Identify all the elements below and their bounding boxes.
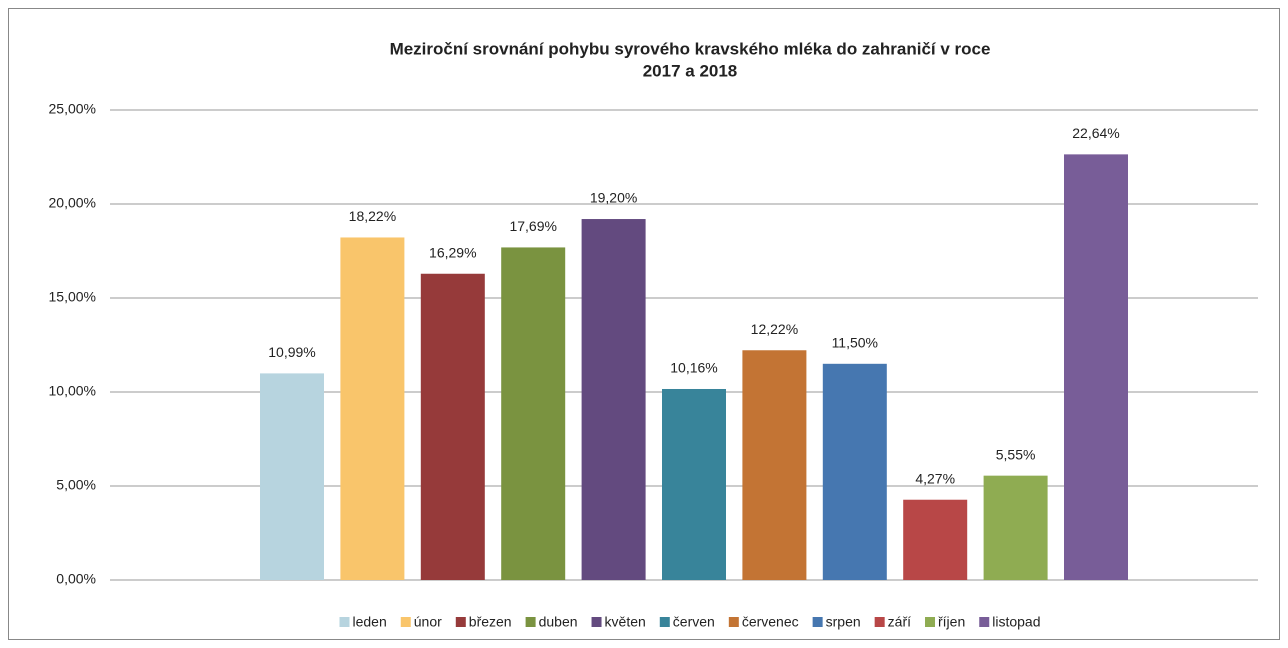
y-tick-label: 20,00% xyxy=(49,195,96,211)
bar xyxy=(420,273,485,580)
legend-swatch xyxy=(812,617,823,627)
bar xyxy=(340,237,405,581)
y-tick-label: 15,00% xyxy=(49,289,96,305)
bar xyxy=(1064,154,1128,581)
legend-swatch xyxy=(728,617,739,627)
legend-swatch xyxy=(591,617,602,627)
bar xyxy=(501,247,566,581)
data-label: 5,55% xyxy=(996,446,1036,462)
data-label: 4,27% xyxy=(915,470,955,486)
legend-label: březen xyxy=(469,614,512,630)
data-label: 22,64% xyxy=(1072,125,1119,141)
bar xyxy=(260,373,324,580)
legend-label: duben xyxy=(539,614,578,630)
legend-label: srpen xyxy=(826,614,861,630)
bar xyxy=(822,363,887,580)
bar xyxy=(903,499,968,580)
chart-title: 2017 a 2018 xyxy=(643,61,738,80)
bar xyxy=(742,350,807,580)
data-label: 19,20% xyxy=(590,190,637,206)
data-label: 10,16% xyxy=(670,360,717,376)
data-label: 11,50% xyxy=(832,335,878,351)
legend-label: červen xyxy=(673,614,715,630)
data-label: 16,29% xyxy=(429,244,476,260)
legend-label: červenec xyxy=(742,614,799,630)
bar xyxy=(662,388,726,580)
legend-swatch xyxy=(339,617,350,627)
bar xyxy=(983,475,1048,580)
y-tick-label: 25,00% xyxy=(49,101,96,117)
legend-swatch xyxy=(979,617,990,627)
legend-label: říjen xyxy=(938,614,965,630)
bar xyxy=(581,219,646,581)
y-tick-label: 0,00% xyxy=(56,571,96,587)
legend-label: listopad xyxy=(992,614,1040,630)
legend-swatch xyxy=(874,617,885,627)
data-label: 18,22% xyxy=(349,208,396,224)
legend-swatch xyxy=(400,617,411,627)
y-tick-label: 5,00% xyxy=(56,477,96,493)
data-label: 12,22% xyxy=(751,321,798,337)
legend-label: květen xyxy=(605,614,646,630)
legend-swatch xyxy=(659,617,670,627)
legend-swatch xyxy=(925,617,936,627)
y-tick-label: 10,00% xyxy=(49,383,96,399)
legend-swatch xyxy=(525,617,536,627)
data-label: 17,69% xyxy=(509,218,556,234)
chart-title: Meziroční srovnání pohybu syrového kravs… xyxy=(390,39,991,58)
legend-label: leden xyxy=(352,614,386,630)
legend-swatch xyxy=(455,617,466,627)
data-label: 10,99% xyxy=(268,344,315,360)
legend-label: září xyxy=(888,614,911,630)
legend-label: únor xyxy=(414,614,442,630)
